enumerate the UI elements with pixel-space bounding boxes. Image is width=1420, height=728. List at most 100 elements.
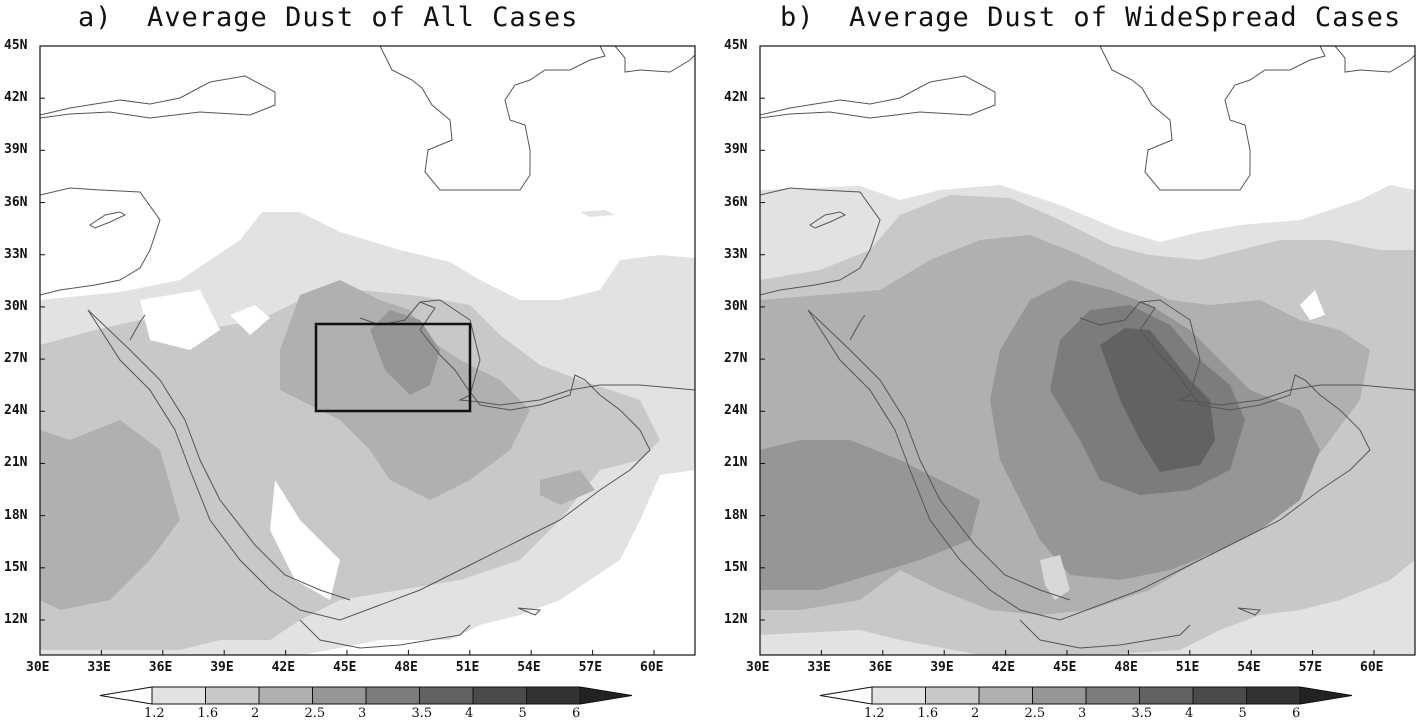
panel-a-legend-swatch	[258, 686, 313, 705]
panel-b-title: b) Average Dust of WideSpread Cases	[780, 2, 1402, 33]
panel-b-lon-tick-label: 30E	[746, 660, 770, 675]
panel-a-legend-swatch	[526, 686, 581, 705]
panel-a-legend-swatch	[205, 686, 260, 705]
panel-a-lat-tick-label: 36N	[4, 194, 28, 210]
panel-a-lon-tick-label: 57E	[578, 660, 603, 675]
panel-b-lat-tick-label: 36N	[724, 194, 748, 210]
panel-a-dust-level-4	[370, 310, 440, 395]
panel-a-region-box	[314, 322, 472, 413]
panel-a-lat-tick-label: 39N	[4, 142, 28, 158]
panel-b-lon-tick-label: 42E	[991, 660, 1016, 675]
panel-b-clean-area-2	[1300, 290, 1325, 320]
panel-a-map	[40, 46, 695, 655]
panel-b-lon-tick-label: 33E	[807, 660, 831, 675]
panel-a-lon-tick-label: 39E	[210, 660, 234, 675]
panel-a-legend	[99, 686, 633, 705]
panel-b-legend-label: 2.5	[1024, 706, 1046, 721]
panel-a-lon-tick-label: 42E	[271, 660, 296, 675]
panel-b-legend-swatch	[1085, 686, 1140, 705]
panel-a-lon-tick-label: 33E	[87, 660, 111, 675]
panel-b-lat-tick-label: 45N	[724, 38, 748, 53]
panel-a-clean-area-1	[230, 305, 270, 335]
panel-a-lon-tick-label: 48E	[394, 660, 418, 675]
panel-a-legend-low-triangle	[99, 686, 153, 705]
panel-a-lon-tick-label: 36E	[148, 660, 173, 675]
panel-a-legend-label: 5	[518, 706, 527, 721]
panel-b-lon-tick-label: 39E	[930, 660, 954, 675]
panel-b-lon-tick-label: 51E	[1175, 660, 1200, 675]
panel-a-lat-tick-label: 15N	[4, 559, 28, 575]
panel-b-lon-tick-label: 54E	[1237, 660, 1261, 675]
panel-a-lon-tick-label: 30E	[26, 660, 50, 675]
panel-a-lon-tick-label: 54E	[517, 660, 541, 675]
panel-a-legend-high-triangle	[579, 686, 633, 705]
panel-a-legend-label: 2.5	[304, 706, 326, 721]
panel-a-dust-level-3-east	[540, 470, 595, 505]
panel-b-lat-tick-label: 18N	[724, 507, 748, 523]
panel-a-legend-label: 2	[251, 706, 260, 721]
panel-a-legend-swatch	[419, 686, 474, 705]
panel-a-legend-label: 6	[572, 706, 581, 721]
panel-b-lat-tick-label: 24N	[724, 403, 748, 419]
panel-b-pale-area	[1040, 555, 1070, 600]
panel-b-legend-swatch	[925, 686, 980, 705]
panel-b-legend-label: 3	[1078, 706, 1087, 721]
panel-a-lat-tick-label: 21N	[4, 455, 28, 471]
panel-b-lat-tick-label: 15N	[724, 559, 748, 575]
panel-b-clean-area-1	[1130, 205, 1145, 215]
panel-b-lon-tick-label: 48E	[1114, 660, 1138, 675]
panel-b-lat-tick-label: 33N	[724, 246, 748, 262]
panel-a-lon-tick-label: 60E	[640, 660, 664, 675]
panel-a-legend-label: 3	[358, 706, 367, 721]
panel-a-dust-level-1-north	[580, 210, 615, 217]
panel-b-coastlines	[760, 46, 1415, 649]
panel-b-lat-tick-label: 21N	[724, 455, 748, 471]
panel-b-lat-tick-label: 12N	[724, 612, 748, 627]
panel-b-lat-tick-label: 30N	[724, 298, 748, 314]
panel-b-lon-tick-label: 36E	[868, 660, 893, 675]
panel-a-legend-swatch	[151, 686, 206, 705]
panel-a-dust-level-2	[40, 290, 660, 650]
panel-a-dust-level-3-west	[40, 420, 180, 610]
panel-b-legend-label: 6	[1292, 706, 1301, 721]
panel-b-legend-swatch	[1032, 686, 1087, 705]
panel-b-legend-label: 3.5	[1131, 706, 1153, 721]
panel-b-legend-swatch	[871, 686, 926, 705]
panel-b-legend-label: 4	[1185, 706, 1194, 721]
panel-b-lat-tick-label: 27N	[724, 351, 748, 367]
panel-b-lon-tick-label: 45E	[1053, 660, 1077, 675]
panel-b-legend-label: 5	[1238, 706, 1247, 721]
panel-b-lon-tick-label: 60E	[1360, 660, 1384, 675]
panel-a-legend-label: 1.2	[144, 706, 165, 721]
panel-a-legend-label: 3.5	[411, 706, 433, 721]
panel-a-clean-area-2	[270, 480, 340, 600]
panel-b-legend-label: 1.6	[917, 706, 939, 721]
panel-a-legend-swatch	[365, 686, 420, 705]
panel-a-lat-tick-label: 12N	[4, 612, 28, 627]
panel-a-lat-tick-label: 30N	[4, 298, 28, 314]
panel-b-legend-label: 2	[971, 706, 980, 721]
panel-b-legend-swatch	[978, 686, 1033, 705]
panel-b-legend-low-triangle	[819, 686, 873, 705]
panel-a-lat-tick-label: 33N	[4, 246, 28, 262]
panel-a-lat-tick-label: 27N	[4, 351, 28, 367]
panel-b-lon-tick-label: 57E	[1298, 660, 1323, 675]
panel-b-map	[760, 46, 1415, 655]
panel-b-legend-swatch	[1246, 686, 1301, 705]
panel-a-lon-tick-label: 45E	[333, 660, 357, 675]
panel-b-frame	[759, 45, 1416, 656]
panel-b-legend-label: 1.2	[864, 706, 885, 721]
panel-a-clean-area-3	[140, 290, 220, 350]
panel-a-lat-tick-label: 42N	[4, 90, 28, 106]
panel-b-dust-level-4-west	[760, 440, 980, 590]
panel-b-legend-swatch	[1139, 686, 1194, 705]
panel-a-lat-tick-label: 45N	[4, 38, 28, 53]
panel-a-legend-label: 1.6	[197, 706, 219, 721]
panel-b-legend	[819, 686, 1353, 705]
panel-b-lat-tick-label: 39N	[724, 142, 748, 158]
panel-a-legend-label: 4	[465, 706, 474, 721]
panel-a-frame	[39, 45, 696, 656]
panel-a-lat-tick-label: 18N	[4, 507, 28, 523]
panel-a-coastlines	[40, 46, 695, 649]
